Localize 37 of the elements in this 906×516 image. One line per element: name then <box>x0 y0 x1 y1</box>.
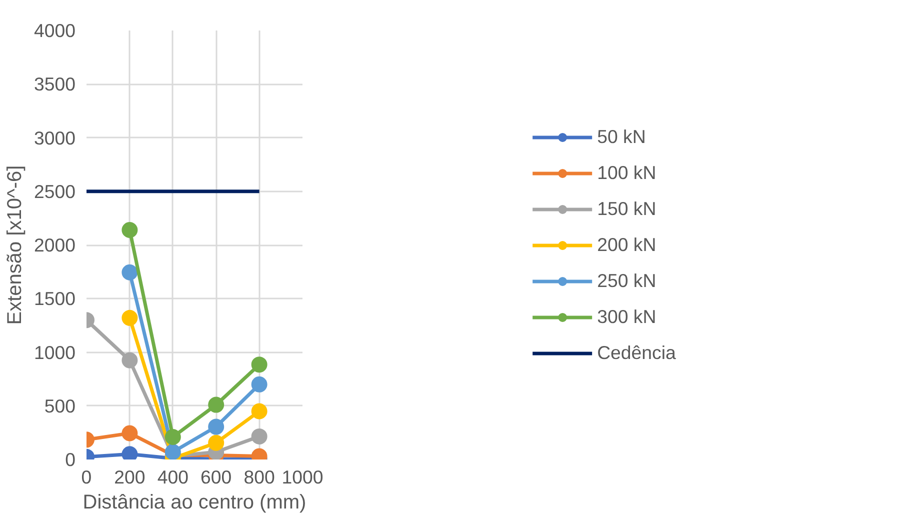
point <box>122 264 138 280</box>
legend-label: Cedência <box>597 342 676 364</box>
point <box>251 428 268 444</box>
y-tick-label: 2500 <box>34 180 76 202</box>
legend-label: 100 kN <box>597 162 656 184</box>
point <box>164 428 181 445</box>
legend-label: 200 kN <box>597 234 656 256</box>
x-tick-label: 600 <box>200 466 232 488</box>
y-tick-label: 1500 <box>34 288 76 310</box>
point <box>208 434 224 451</box>
legend-label: 50 kN <box>597 126 646 148</box>
y-tick-label: 0 <box>65 449 76 470</box>
point <box>122 352 138 368</box>
legend-label: 300 kN <box>597 306 656 328</box>
y-tick-label: 1000 <box>34 342 76 363</box>
point <box>122 222 138 238</box>
point <box>251 376 268 392</box>
legend-label: 250 kN <box>597 270 656 292</box>
point <box>164 444 181 460</box>
x-tick-label: 1000 <box>282 466 324 488</box>
y-tick-label: 500 <box>44 395 76 416</box>
y-tick-label: 3000 <box>34 127 76 148</box>
point <box>251 356 268 373</box>
point <box>122 310 138 326</box>
x-tick-label: 0 <box>81 466 92 488</box>
y-tick-label: 3500 <box>34 74 76 95</box>
x-axis-title: Distância ao centro (mm) <box>82 492 306 514</box>
y-axis-title: Extensão [x10^-6] <box>4 165 26 325</box>
y-tick-label: 2000 <box>34 234 76 256</box>
x-tick-label: 400 <box>157 466 188 488</box>
point <box>208 396 224 413</box>
legend-label: 150 kN <box>597 198 656 220</box>
y-tick-label: 4000 <box>34 20 76 41</box>
point <box>208 418 224 435</box>
point <box>251 403 268 420</box>
x-tick-label: 200 <box>114 466 146 488</box>
x-tick-label: 800 <box>244 466 275 488</box>
